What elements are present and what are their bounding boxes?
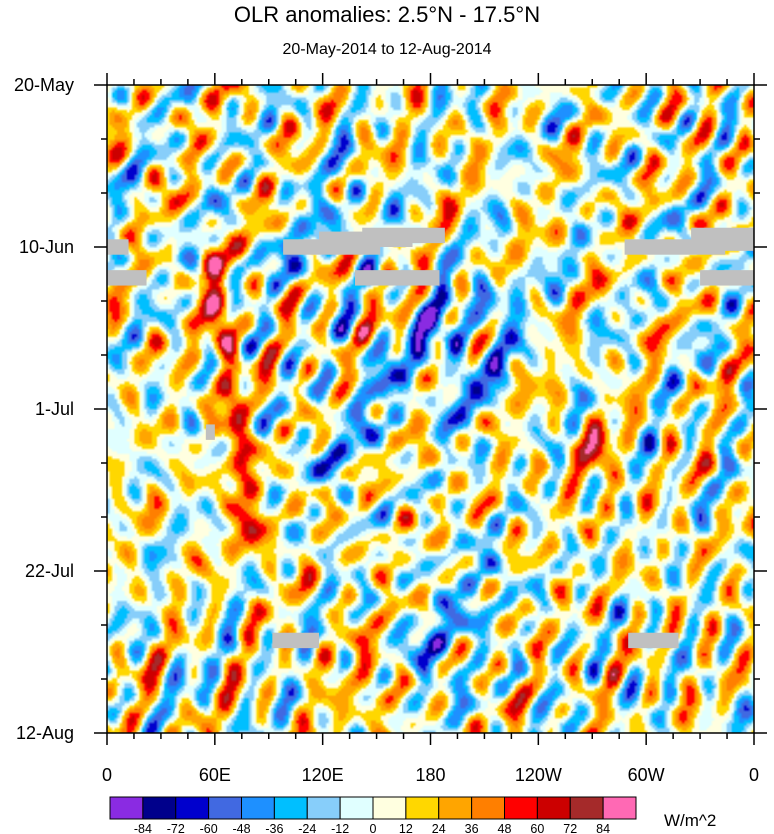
missing-data-patch (107, 239, 129, 255)
colorbar-level-label: 48 (498, 822, 512, 834)
colorbar-swatch (109, 796, 144, 820)
colorbar-swatch (504, 796, 538, 820)
chart-title: OLR anomalies: 2.5°N - 17.5°N (233, 2, 541, 27)
y-axis: 20-May 10-Jun 1-Jul 22-Jul 12-Aug (14, 75, 767, 743)
colorbar-swatch (569, 796, 604, 820)
heatmap-field (107, 85, 754, 733)
colorbar-swatch (339, 796, 374, 820)
colorbar-level-label: -72 (167, 822, 185, 834)
colorbar-level-label: 84 (596, 822, 610, 834)
colorbar-swatch (241, 796, 275, 820)
y-tick-label: 20-May (14, 75, 74, 95)
missing-data-patch (691, 227, 754, 251)
colorbar-swatch (273, 796, 308, 820)
x-tick-label: 0 (749, 765, 759, 785)
missing-data-patch (355, 270, 440, 286)
chart-subtitle: 20-May-2014 to 12-Aug-2014 (282, 41, 492, 58)
anomaly-field-image (107, 85, 754, 733)
y-tick-label: 10-Jun (19, 237, 74, 257)
colorbar-swatch (536, 796, 571, 820)
missing-data-patch (628, 632, 679, 649)
missing-data-layer (107, 227, 754, 649)
colorbar-level-label: -36 (265, 822, 283, 834)
colorbar-swatch (471, 796, 505, 820)
colorbar-level-label: -84 (134, 822, 152, 834)
y-tick-label: 22-Jul (25, 561, 74, 581)
colorbar-level-label: -12 (331, 822, 349, 834)
missing-data-patch (205, 424, 215, 440)
x-tick-label: 120W (515, 765, 562, 785)
missing-data-patch (700, 270, 754, 286)
x-tick-label: 60W (628, 765, 665, 785)
colorbar-units-label: W/m^2 (664, 811, 716, 830)
missing-data-patch (362, 227, 445, 244)
colorbar-level-label: 12 (399, 822, 413, 834)
x-tick-label: 60E (199, 765, 231, 785)
colorbar-level-label: 0 (370, 822, 377, 834)
colorbar-swatch (142, 796, 177, 820)
colorbar-level-label: -48 (232, 822, 250, 834)
colorbar-level-label: 36 (465, 822, 479, 834)
colorbar-swatch (372, 796, 407, 820)
colorbar-swatch (438, 796, 473, 820)
colorbar-swatch (306, 796, 341, 820)
colorbar-swatch (405, 796, 440, 820)
colorbar-swatch (208, 796, 242, 820)
colorbar-swatch (602, 796, 637, 820)
x-tick-label: 120E (302, 765, 344, 785)
missing-data-patch (272, 632, 320, 649)
colorbar-level-label: 24 (432, 822, 446, 834)
colorbar-level-label: -24 (298, 822, 316, 834)
colorbar-swatch (175, 796, 210, 820)
x-axis: 0 60E 120E 180 120W 60W 0 (102, 73, 759, 785)
missing-data-patch (107, 270, 147, 286)
colorbar-level-label: -60 (200, 822, 218, 834)
x-tick-label: 180 (415, 765, 445, 785)
y-tick-label: 1-Jul (35, 399, 74, 419)
colorbar: -84 -72 -60 -48 -36 -24 -12 0 12 24 36 48 60 72 84 W/m^… (109, 796, 716, 834)
colorbar-level-label: 72 (563, 822, 577, 834)
y-tick-label: 12-Aug (16, 723, 74, 743)
colorbar-level-label: 60 (530, 822, 544, 834)
x-tick-label: 0 (102, 765, 112, 785)
